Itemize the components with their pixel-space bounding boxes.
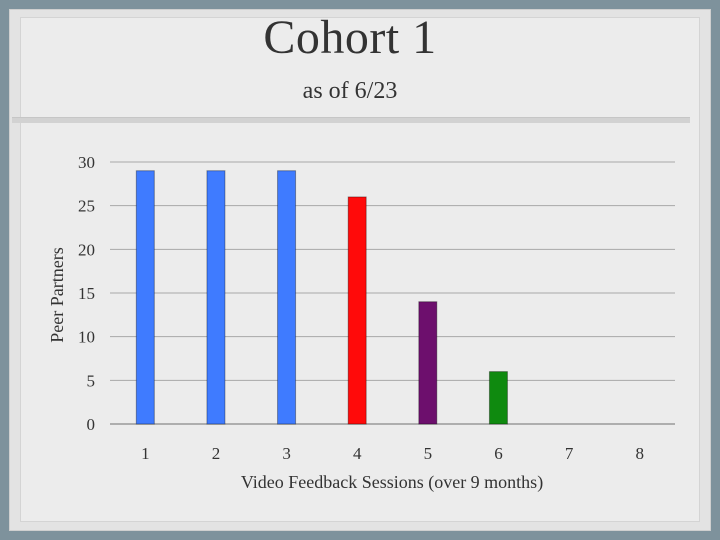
y-tick-label: 30	[78, 153, 95, 172]
bar-6	[488, 371, 508, 425]
x-axis-label: Video Feedback Sessions (over 9 months)	[241, 472, 543, 493]
y-tick-labels: 0 5 10 15 20 25 30	[78, 153, 95, 434]
title-divider	[12, 117, 690, 123]
bar-1	[135, 170, 155, 425]
x-tick-label: 3	[282, 444, 291, 463]
x-tick-label: 5	[424, 444, 433, 463]
bar-3	[277, 170, 297, 425]
x-tick-labels: 1 2 3 4 5 6 7 8	[141, 444, 644, 463]
x-tick-label: 8	[635, 444, 644, 463]
slide-subtitle: as of 6/23	[302, 78, 398, 104]
bar-2	[206, 170, 226, 425]
y-tick-label: 5	[87, 371, 96, 390]
y-tick-label: 15	[78, 284, 95, 303]
y-tick-label: 25	[78, 197, 95, 216]
y-tick-label: 20	[78, 240, 95, 259]
x-tick-label: 4	[353, 444, 362, 463]
x-tick-label: 7	[565, 444, 574, 463]
chart-bars	[135, 170, 508, 425]
y-tick-label: 0	[87, 415, 96, 434]
y-tick-label: 10	[78, 328, 95, 347]
slide	[9, 9, 711, 531]
y-axis-label: Peer Partners	[47, 247, 67, 342]
chart-gridlines	[110, 161, 675, 425]
slide-title: Cohort 1	[263, 11, 437, 64]
x-tick-label: 1	[141, 444, 150, 463]
bar-4	[347, 196, 367, 425]
x-tick-label: 2	[212, 444, 221, 463]
bar-5	[418, 301, 438, 425]
x-tick-label: 6	[494, 444, 503, 463]
